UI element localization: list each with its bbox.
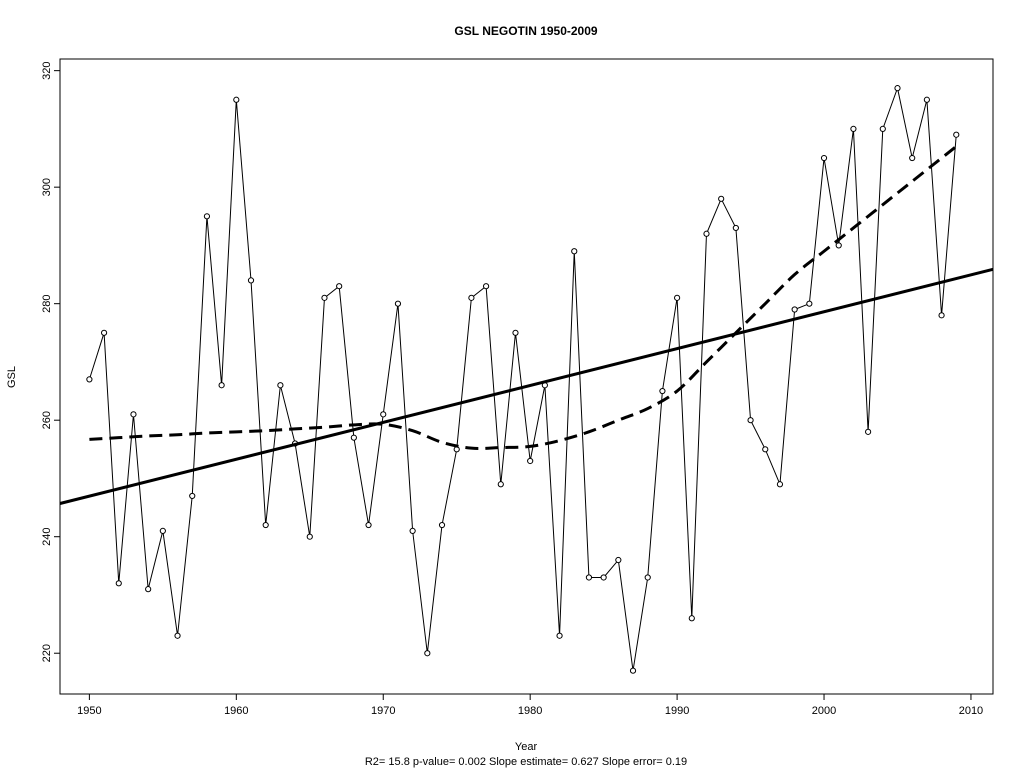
- data-point-1962: [262, 521, 269, 529]
- data-point-1998: [791, 306, 798, 313]
- x-tick-label: 1970: [371, 705, 395, 717]
- data-point-1992: [703, 230, 710, 237]
- data-point-1999: [806, 300, 813, 307]
- x-tick-label: 1960: [224, 705, 248, 717]
- data-point-1960: [233, 96, 240, 103]
- plot-frame: [59, 58, 994, 695]
- data-point-1966: [321, 294, 328, 301]
- y-tick-label: 280: [41, 294, 53, 312]
- data-point-1957: [189, 492, 196, 500]
- data-point-2002: [850, 125, 857, 133]
- data-point-2009: [953, 131, 960, 138]
- y-tick-label: 260: [41, 411, 53, 429]
- x-axis: 1950 1960 1970 1980 1990 2000 2010: [77, 694, 983, 717]
- data-point-1980: [527, 457, 534, 465]
- data-point-1967: [336, 283, 343, 290]
- x-tick-label: 1980: [518, 705, 542, 717]
- data-point-1997: [776, 481, 784, 488]
- data-point-1994: [732, 224, 739, 232]
- data-point-1987: [629, 667, 637, 674]
- y-tick-label: 320: [41, 61, 53, 79]
- data-point-1973: [424, 650, 431, 657]
- data-point-2006: [909, 154, 916, 162]
- y-axis-label: GSL: [6, 366, 18, 388]
- smoothed-trend-curve: [89, 145, 958, 450]
- x-tick-label: 1950: [77, 705, 101, 717]
- data-point-1963: [277, 382, 284, 389]
- data-point-1990: [674, 294, 681, 301]
- data-point-2004: [879, 125, 886, 133]
- data-point-2001: [835, 242, 842, 249]
- data-point-1969: [365, 521, 372, 529]
- chart-title: GSL NEGOTIN 1950-2009: [454, 24, 598, 38]
- data-point-1983: [571, 248, 578, 255]
- x-tick-label: 2010: [959, 705, 983, 717]
- data-point-1985: [600, 574, 607, 581]
- data-point-2008: [938, 312, 945, 319]
- data-point-1956: [174, 632, 181, 639]
- x-tick-label: 1990: [665, 705, 689, 717]
- data-point-1996: [762, 446, 769, 453]
- data-point-2000: [820, 154, 828, 162]
- y-tick-label: 240: [41, 528, 53, 546]
- y-tick-label: 300: [41, 178, 53, 196]
- data-point-2007: [923, 96, 930, 103]
- data-point-1991: [688, 615, 695, 622]
- data-point-2003: [865, 428, 872, 435]
- y-axis: 220 240 260 280 300 320: [41, 61, 60, 662]
- data-point-1984: [585, 574, 593, 581]
- data-point-1953: [130, 411, 137, 418]
- x-axis-label: Year: [515, 741, 538, 753]
- data-point-2005: [894, 85, 901, 92]
- data-point-1978: [497, 481, 504, 488]
- data-point-1970: [380, 411, 387, 418]
- data-point-1976: [468, 294, 475, 301]
- data-point-1989: [659, 387, 666, 395]
- x-tick-label: 2000: [812, 705, 836, 717]
- data-point-1972: [409, 527, 416, 534]
- data-point-1988: [644, 574, 651, 581]
- data-point-1995: [747, 417, 754, 424]
- data-point-1950: [86, 376, 93, 383]
- data-point-1979: [512, 329, 519, 336]
- observed-series-line: [88, 86, 957, 671]
- data-point-1977: [482, 283, 490, 290]
- y-tick-label: 220: [41, 644, 53, 662]
- data-point-1982: [556, 632, 563, 639]
- data-point-1954: [145, 586, 152, 593]
- series-layer: [59, 85, 994, 674]
- data-point-1968: [350, 434, 357, 441]
- data-point-1971: [394, 300, 402, 307]
- data-point-1952: [115, 580, 122, 587]
- data-point-1951: [100, 329, 108, 336]
- data-point-1986: [615, 556, 622, 564]
- data-point-1993: [718, 195, 725, 202]
- data-point-1961: [247, 277, 255, 284]
- linear-trend-line: [59, 267, 994, 505]
- stats-line: R2= 15.8 p-value= 0.002 Slope estimate= …: [365, 756, 687, 768]
- data-point-1958: [203, 213, 211, 220]
- data-point-1974: [438, 521, 446, 529]
- data-point-1959: [218, 382, 225, 389]
- data-point-1955: [159, 527, 166, 534]
- data-point-1965: [306, 533, 313, 540]
